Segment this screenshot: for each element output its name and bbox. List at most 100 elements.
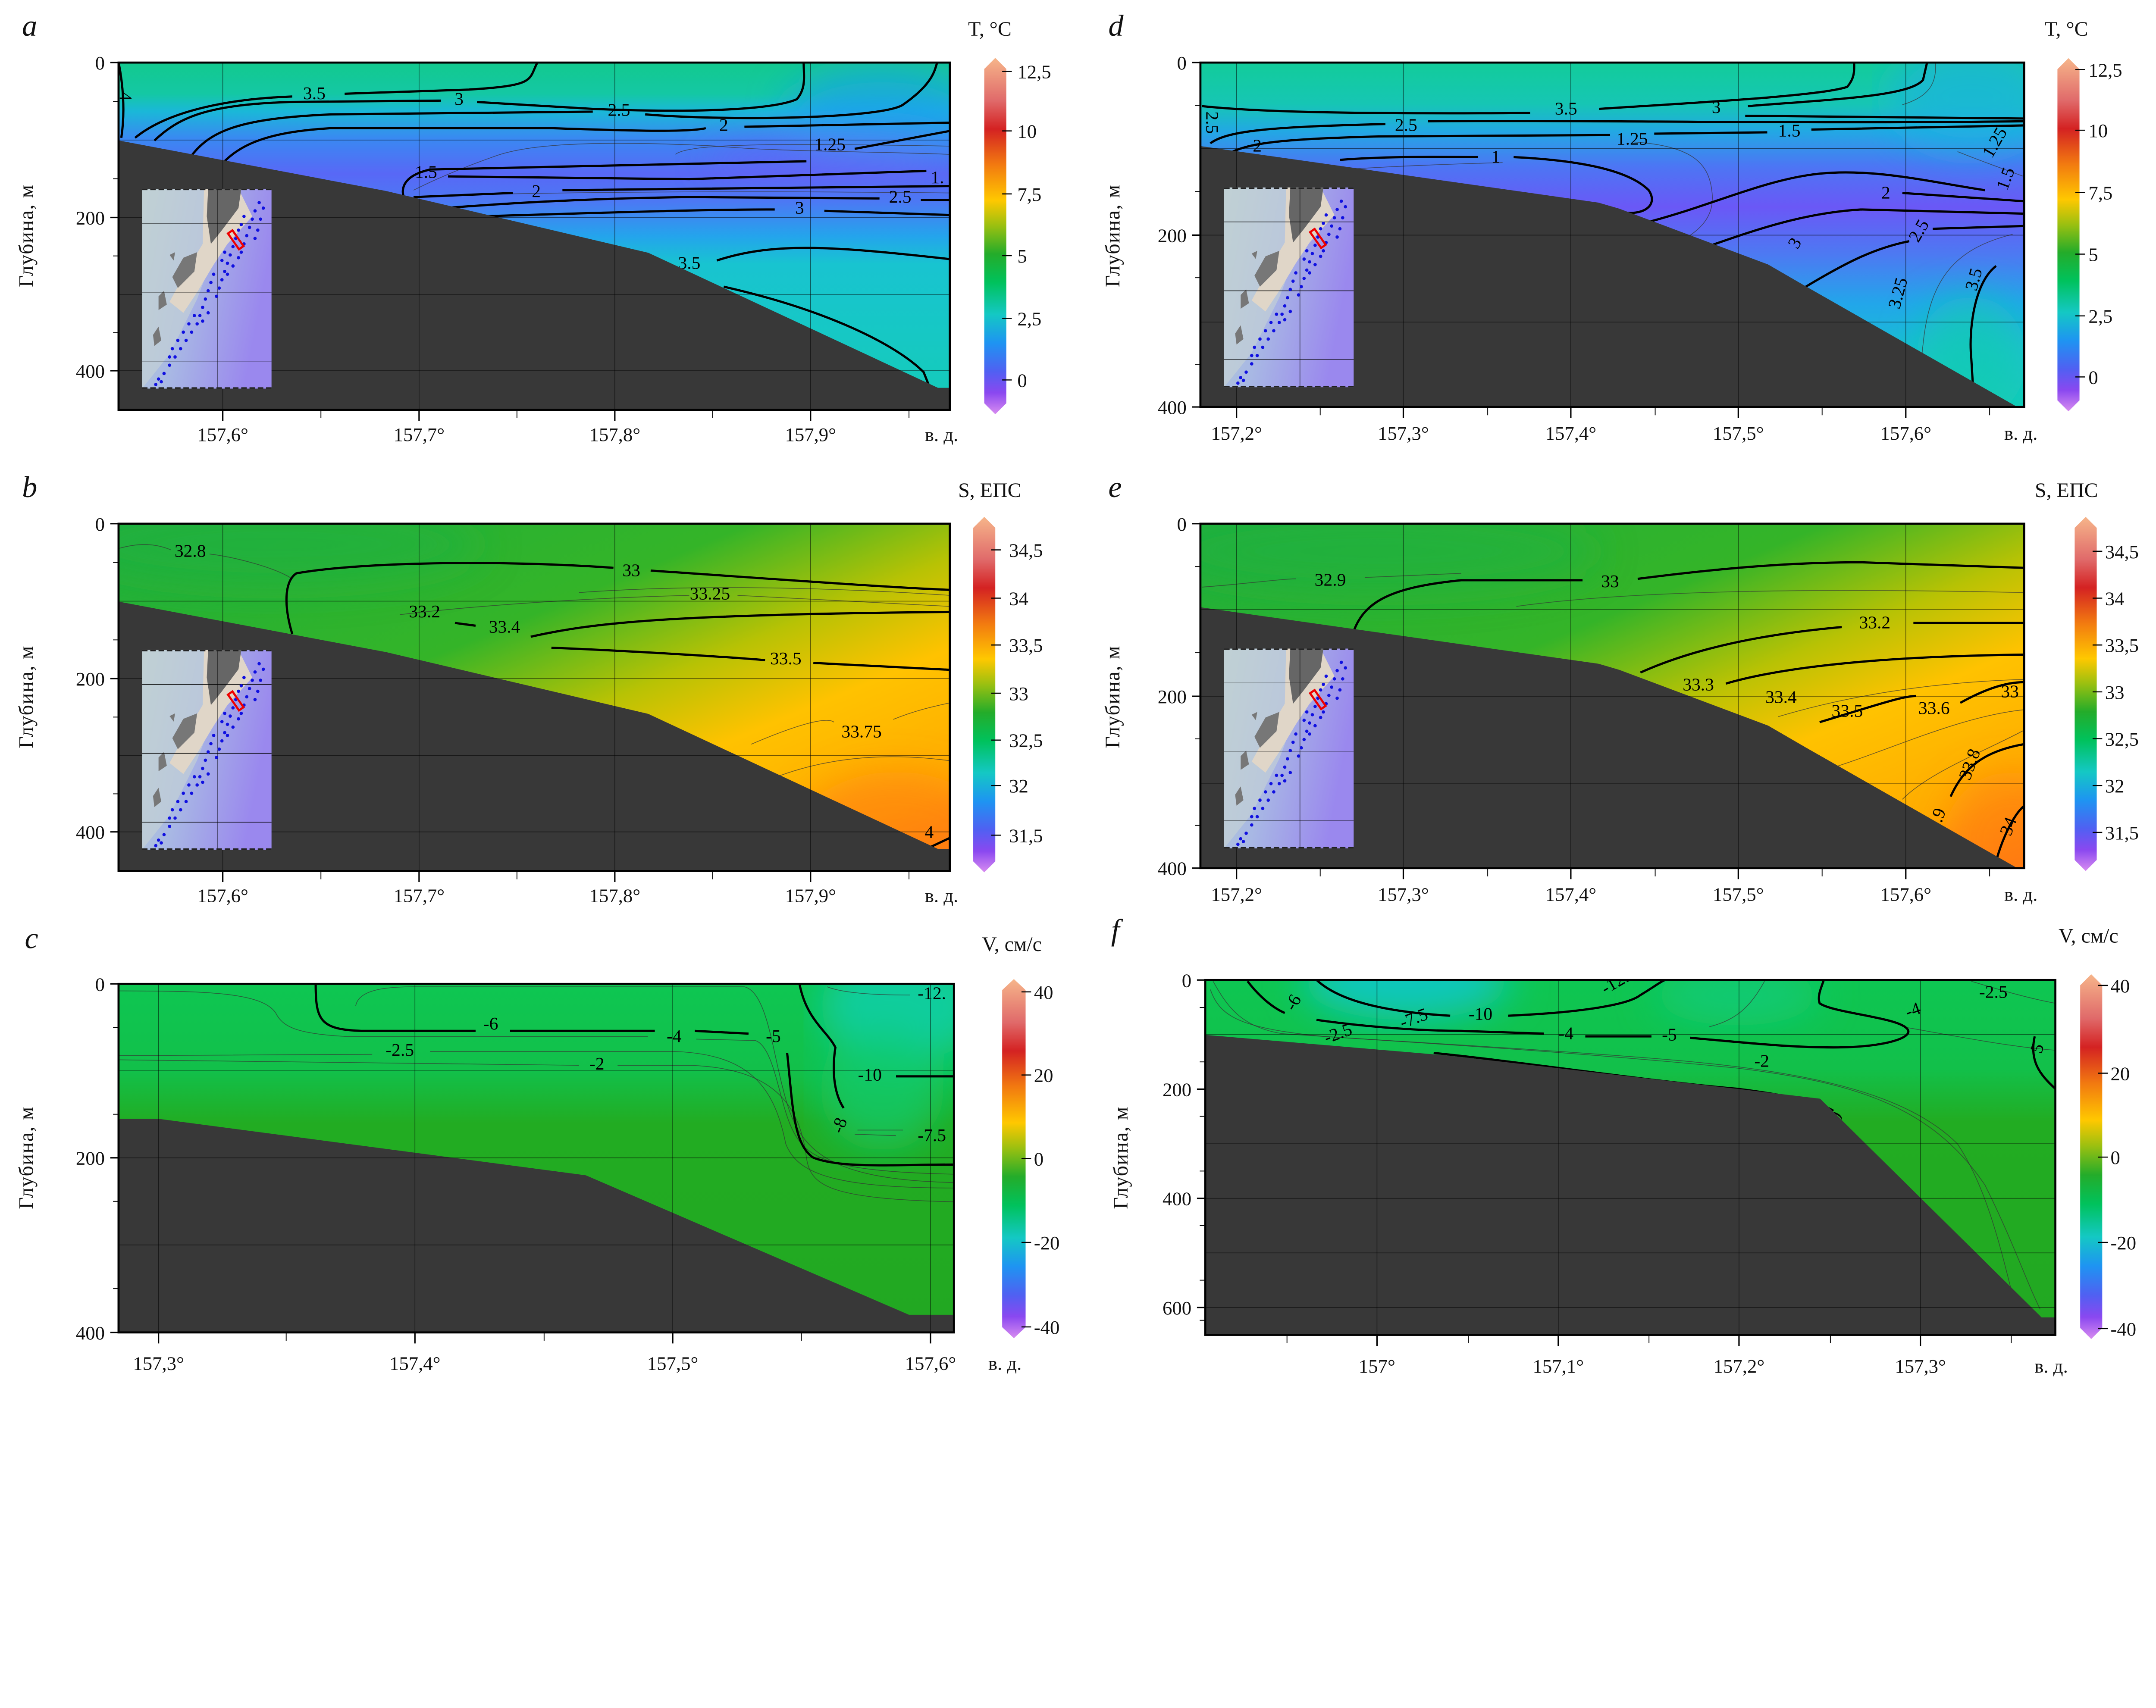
y-tick-label: 0 [1177,52,1187,74]
x-tick-label: 157,5° [647,1353,699,1374]
colorbar: 40 20 0 -20 -40 [2080,974,2136,1340]
contour-label: 1.5 [1778,120,1801,140]
plot-area: -6-7.5-10-12.-2.5-4-5-20-4-2.55 [1205,980,2056,1335]
x-tick-label: 157,3° [133,1353,184,1374]
contour-label: 32.9 [1315,570,1346,590]
colorbar-tick-label: -20 [2111,1232,2137,1254]
x-tick-label: 157,6° [905,1353,956,1374]
contour-line [1340,156,1653,214]
contour-label: 33.4 [1765,687,1797,707]
colorbar-tick-label: 0 [1034,1148,1044,1170]
contour-line [118,544,293,579]
contour-label: -6 [483,1014,498,1033]
contour-line [1971,981,2056,1004]
contour-label: 2 [1881,182,1890,202]
y-tick-label: 0 [1177,513,1187,535]
y-tick-label: 200 [76,668,105,690]
panel-e: 32.93333.233.333.433.533.63333.833.93402… [1101,470,2139,905]
colorbar-tick-label: 2,5 [1017,308,1041,329]
y-axis-label: Глубина, м [1101,184,1124,287]
colorbar-tick-label: 33 [2105,682,2125,703]
inset-map [142,189,272,389]
contour-line [285,562,950,635]
colorbar-tick-label: 32,5 [1009,730,1043,751]
contour-line [1247,980,1910,1049]
contour-label: 33.3 [1683,675,1714,694]
contour-label: 33.5 [770,648,802,668]
colorbar: 12,5 10 7,5 5 2,5 0 [984,58,1051,414]
contour-label: 33 [2001,682,2019,701]
contour-label: 1 [1491,147,1500,166]
x-tick-label: 157,7° [394,885,445,907]
contour-label: -10 [1469,1004,1492,1024]
contour-label: 33 [622,560,640,580]
contour-line [413,143,950,191]
contour-line [1778,679,2024,717]
contour-line [1819,709,2024,773]
contour-line [1902,1026,2056,1051]
panel-letter: b [22,470,37,504]
contour-label: 3 [454,89,464,109]
contour-line [1995,805,2024,862]
colorbar-tick-label: -20 [1034,1232,1060,1254]
contour-label: 33.75 [841,721,881,741]
colorbar-gradient [984,58,1006,414]
contour-line [1633,141,1713,249]
colorbar-tick-label: 20 [2111,1063,2130,1084]
x-tick-label: 157,5° [1713,884,1764,905]
seafloor [118,1119,954,1333]
contour-label: 1.5 [415,162,437,181]
plot-frame [117,522,951,872]
contour-line [1210,989,2041,1310]
contour-label: -4 [1558,1023,1573,1043]
contour-line [444,196,950,210]
colorbar-tick-label: 34 [1009,588,1028,609]
colorbar: 34,5 34 33,5 33 32,5 32 31,5 [2075,516,2139,871]
x-axis-unit: в. д. [925,885,958,907]
contour-label: -2 [589,1054,605,1073]
contour-line [2032,1036,2056,1090]
contour-label: -2.5 [385,1040,414,1060]
contour-line [1709,981,1765,1027]
y-tick-label: 400 [1158,858,1187,879]
colorbar-tick-label: 12,5 [1017,61,1051,83]
colorbar-tick-label: 33,5 [1009,635,1043,656]
contour-label: 33.2 [1859,613,1890,632]
seafloor [118,140,950,410]
colorbar-gradient [2080,974,2103,1339]
colorbar-tick-label: 33,5 [2105,635,2139,656]
contour-line [355,986,954,1183]
contour-label: 2.5 [1395,115,1417,135]
contour-label: 33.5 [1832,701,1863,720]
plot-frame [117,982,955,1334]
y-tick-label: 200 [76,207,105,228]
colorbar-tick-label: 40 [2111,975,2130,997]
plot-area: -12.-6-4 -5-2.5-2-10-8 -7.5 [118,984,954,1333]
contour-line [186,63,939,162]
colorbar-gradient [2075,516,2097,871]
inset-map [1224,648,1354,848]
x-tick-label: 157,7° [394,424,445,445]
contour-label: -2 [1754,1051,1769,1070]
contour-label: 32.8 [175,541,206,561]
contour-line [1643,171,1985,225]
x-axis-unit: в. д. [988,1353,1022,1374]
contour-label: 3 [1712,97,1721,117]
contour-line [1516,590,2024,607]
y-tick-label: 400 [76,360,105,382]
colorbar-tick-label: 0 [1017,369,1027,391]
y-tick-label: 0 [95,973,105,995]
colorbar-tick-label: -40 [1034,1317,1060,1338]
contour-line [751,702,950,745]
contour-line [1640,622,2024,674]
y-tick-label: 400 [76,822,105,843]
contour-label: 2 [532,181,541,201]
colorbar-gradient [2057,58,2080,412]
variable-label: T, °C [968,18,1012,41]
contour-label: 3.5 [1555,98,1577,118]
y-axis-label: Глубина, м [1101,645,1124,748]
contour-label: 33.2 [409,601,440,621]
colorbar: 12,5 10 7,5 5 2,5 0 [2057,58,2122,412]
contour-line [723,285,933,394]
x-tick-label: 157,8° [589,424,641,445]
